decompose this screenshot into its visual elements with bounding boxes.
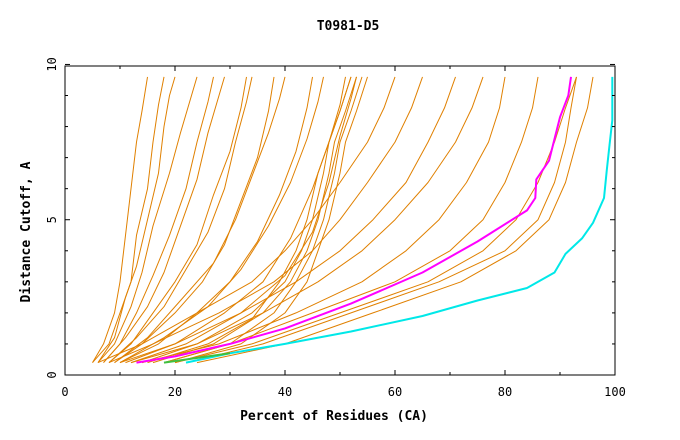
x-tick-label-3: 60: [388, 385, 402, 399]
highlight-series-line-29: [185, 76, 614, 364]
highlight-series-line-30: [163, 352, 231, 364]
series-line-5: [103, 76, 225, 363]
series-line-12: [125, 76, 346, 364]
series-line-17: [163, 76, 363, 364]
series-line-8: [114, 76, 275, 364]
series-line-18: [174, 76, 368, 364]
series-line-2: [97, 76, 176, 363]
y-tick-label-0: 0: [45, 371, 59, 378]
series-line-16: [152, 76, 357, 364]
series-line-21: [119, 76, 456, 364]
series-line-0: [92, 76, 148, 363]
series-line-25: [174, 76, 577, 364]
series-line-23: [141, 76, 506, 364]
series-line-11: [119, 76, 324, 364]
x-tick-label-4: 80: [498, 385, 512, 399]
x-axis-title: Percent of Residues (CA): [240, 409, 428, 424]
x-tick-label-2: 40: [278, 385, 292, 399]
series-line-20: [108, 76, 423, 364]
series-line-19: [97, 76, 396, 364]
y-axis-title: Distance Cutoff, A: [19, 161, 34, 302]
x-tick-label-5: 100: [604, 385, 626, 399]
series-line-1: [92, 76, 165, 363]
series-line-13: [130, 76, 357, 364]
series-line-27: [196, 76, 594, 364]
highlight-series-line-28: [136, 76, 572, 364]
series-line-9: [114, 76, 286, 363]
series-line-24: [163, 76, 539, 364]
series-line-7: [108, 76, 253, 363]
series-line-15: [147, 76, 352, 364]
y-tick-label-1: 5: [45, 216, 59, 223]
series-line-22: [130, 76, 484, 364]
series-line-6: [108, 76, 247, 363]
ticks-layer: 0 20 40 60 80 100 0 5 10: [45, 57, 626, 399]
x-tick-label-1: 20: [168, 385, 182, 399]
x-tick-label-0: 0: [61, 385, 68, 399]
series-line-3: [97, 76, 198, 363]
series-line-10: [119, 76, 313, 364]
chart-title: T0981-D5: [317, 19, 380, 34]
y-tick-label-2: 10: [45, 57, 59, 71]
series-layer: [92, 76, 614, 364]
series-line-26: [185, 76, 577, 364]
series-line-4: [103, 76, 214, 363]
